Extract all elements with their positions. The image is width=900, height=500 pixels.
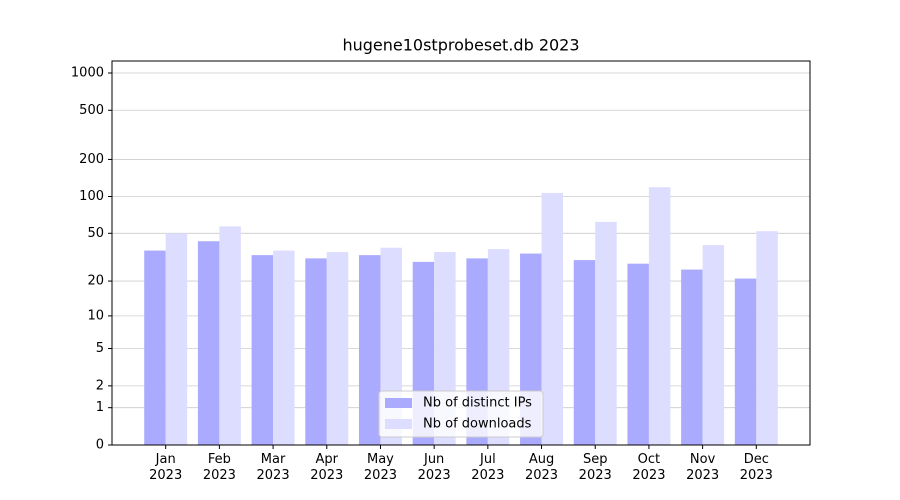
legend-label: Nb of downloads [423,417,532,432]
x-tick-label: May 2023 [363,452,397,483]
x-tick-label: Dec 2023 [739,452,773,483]
y-tick-label: 0 [96,438,104,453]
bar [573,260,596,445]
x-tick-label: Jul 2023 [471,452,505,483]
y-tick-label: 200 [79,152,104,167]
bar [627,263,649,445]
bar [197,241,220,445]
x-tick-label: Feb 2023 [202,452,236,483]
x-tick-label: Oct 2023 [632,452,666,483]
bar [648,187,671,445]
y-tick-label: 500 [79,103,104,118]
bar [702,245,725,445]
bar [326,252,349,445]
legend-box [378,390,544,438]
bar [681,269,703,445]
y-tick-label: 10 [87,308,104,323]
legend-swatch [385,398,412,408]
y-tick-label: 100 [79,189,104,204]
chart-title: hugene10stprobeset.db 2023 [342,36,579,55]
bar [165,233,188,445]
bar [541,192,564,445]
x-tick-label: Jun 2023 [417,452,451,483]
legend-label: Nb of distinct IPs [423,396,532,411]
bar [305,258,327,445]
bar [273,250,295,445]
x-tick-label: Mar 2023 [256,452,290,483]
y-tick-label: 20 [87,274,104,289]
x-tick-label: Jan 2023 [149,452,183,483]
y-tick-label: 1 [96,400,104,415]
y-tick-label: 1000 [71,66,104,81]
bar [251,255,274,445]
y-tick-label: 5 [96,341,104,356]
legend: Nb of distinct IPs Nb of downloads [378,390,544,438]
x-tick-label: Nov 2023 [686,452,720,483]
y-tick-label: 2 [96,378,104,393]
x-tick-label: Aug 2023 [524,452,559,483]
x-tick-label: Apr 2023 [310,452,344,483]
bar [756,231,778,445]
plot-frame [111,60,811,446]
bar [219,226,241,445]
bar [595,221,617,445]
bar [358,255,381,445]
bar [144,250,166,445]
x-tick-label: Sep 2023 [578,452,612,483]
bar [734,278,757,445]
legend-swatch [385,419,412,429]
y-tick-label: 50 [87,226,104,241]
